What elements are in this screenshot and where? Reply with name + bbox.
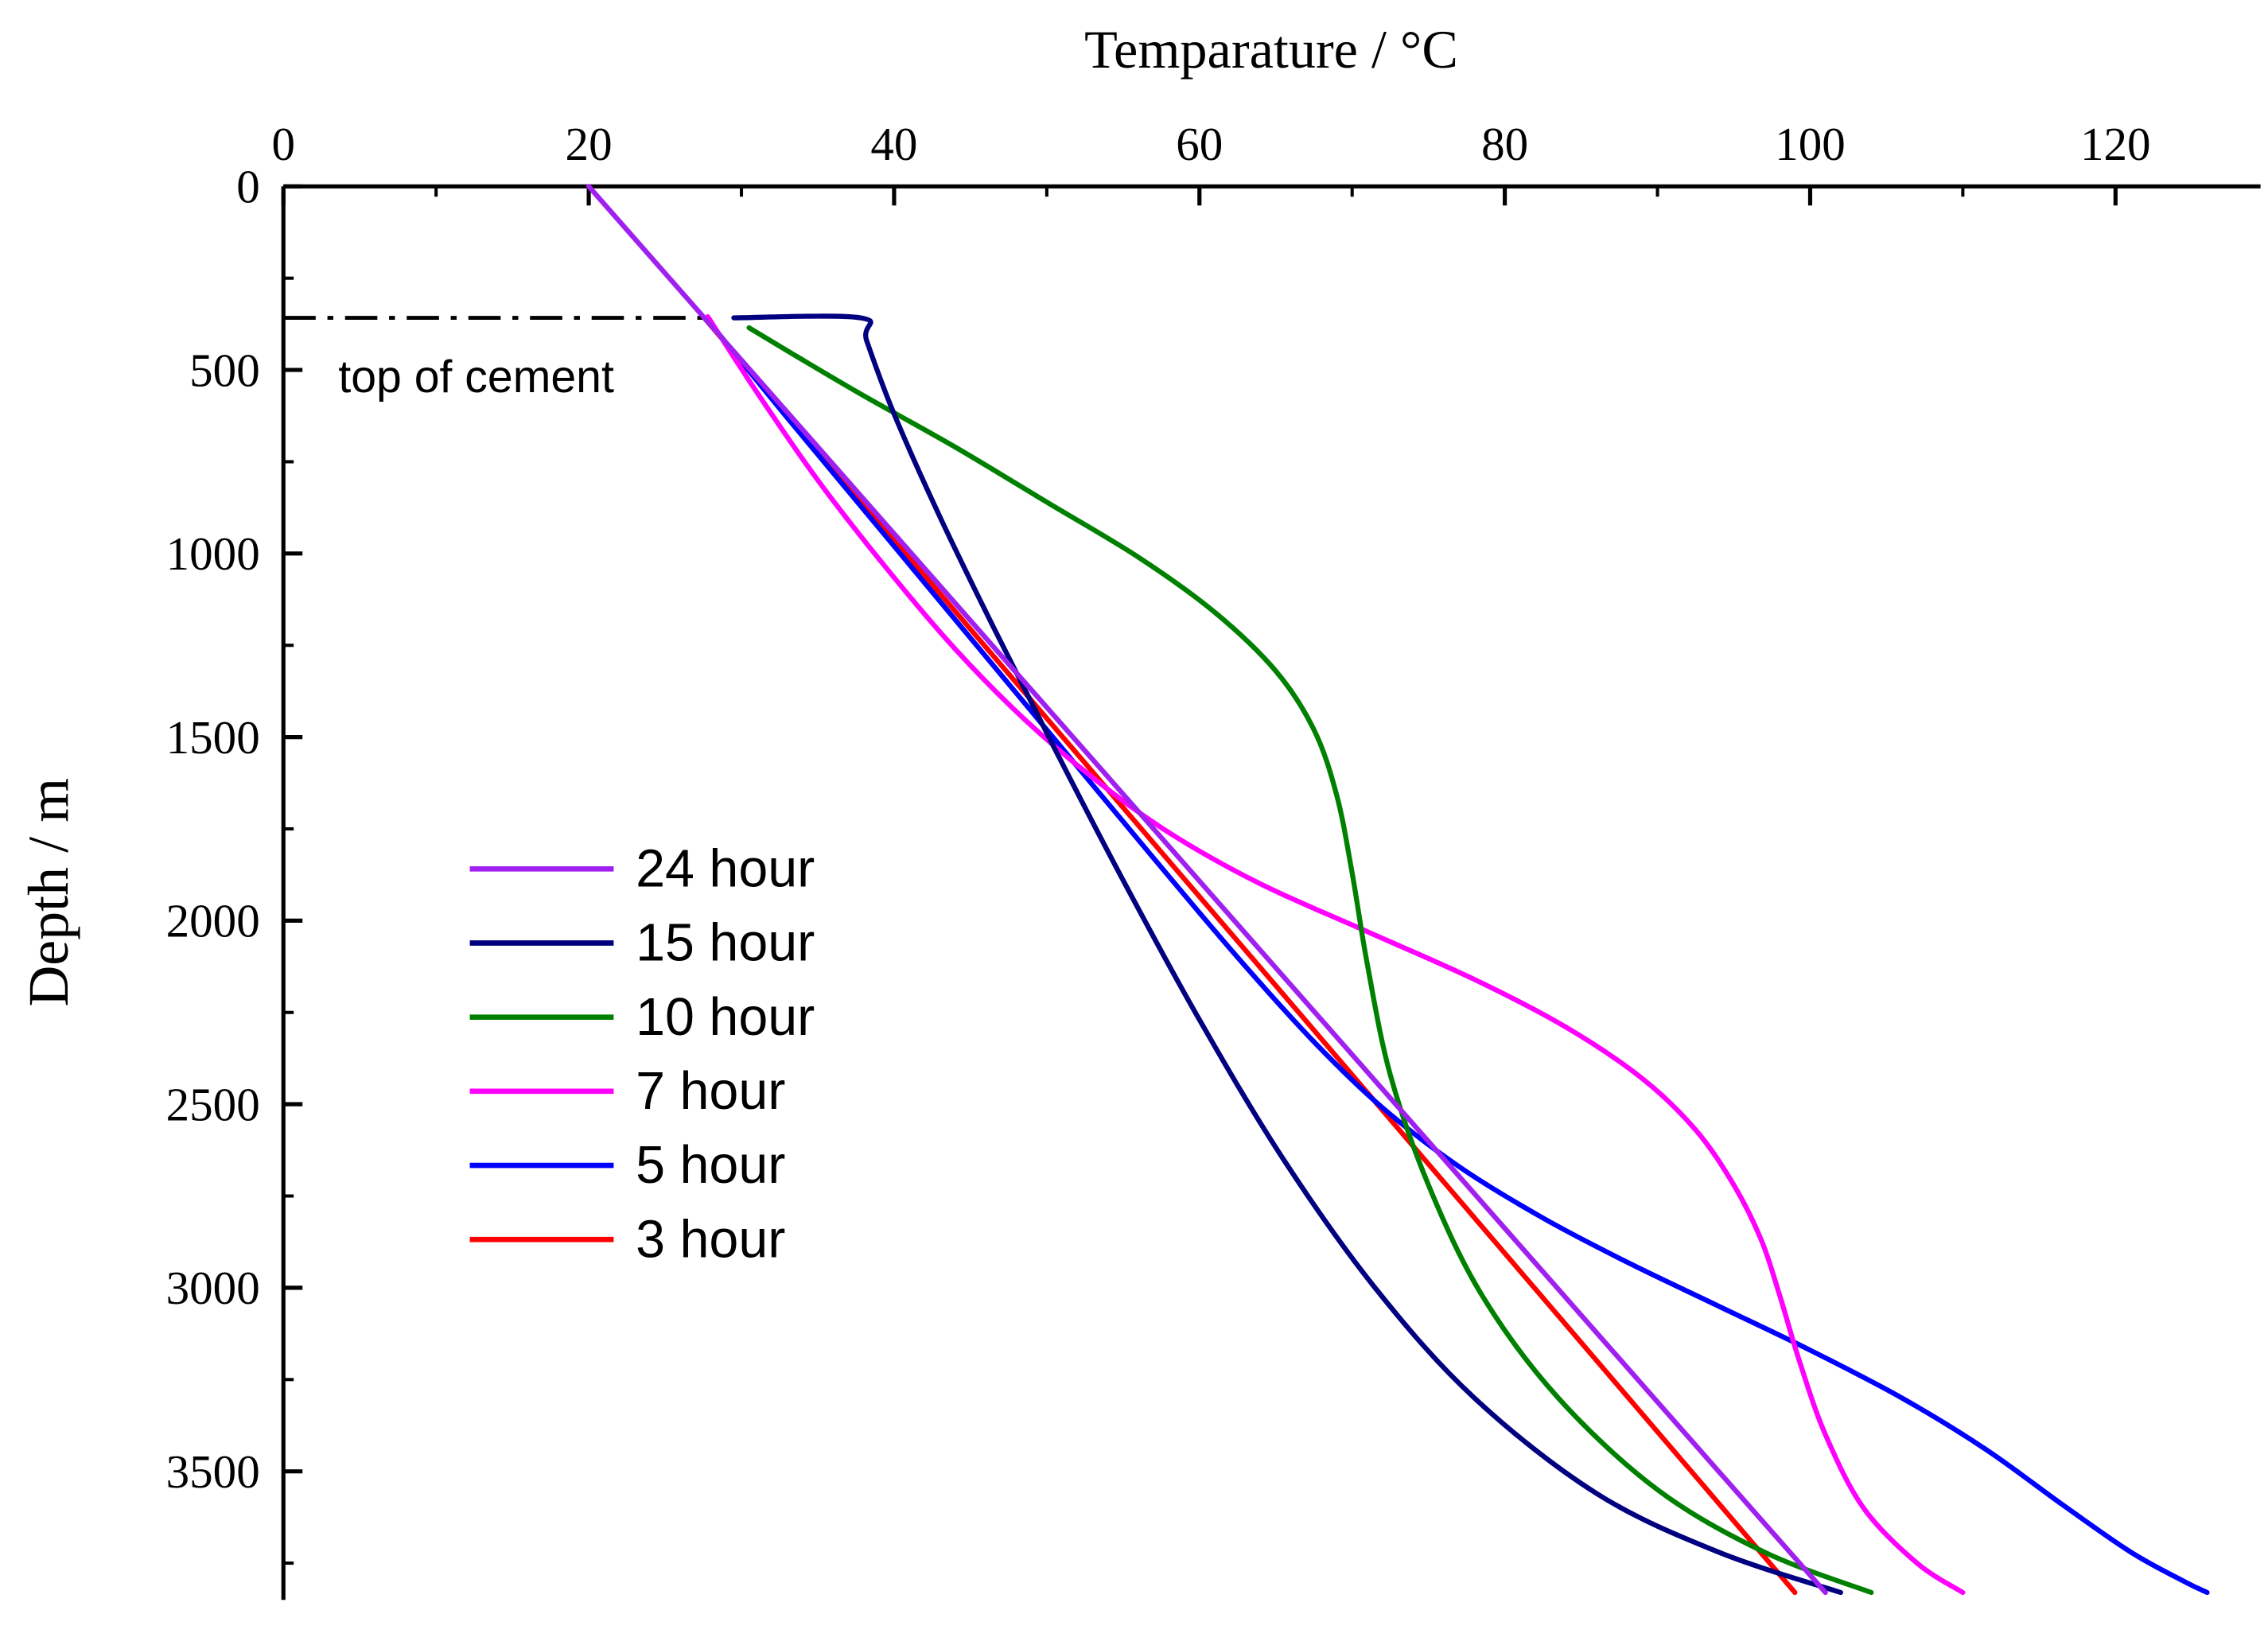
y-axis-title: Depth / m (17, 778, 80, 1007)
x-tick-label: 0 (271, 118, 295, 170)
y-tick-label: 0 (236, 161, 260, 213)
series-line-3-hour (702, 316, 1798, 1596)
y-tick-label: 1000 (166, 527, 260, 580)
y-tick-label: 2000 (166, 895, 260, 947)
y-tick-label: 3500 (166, 1445, 260, 1498)
y-tick-label: 1500 (166, 711, 260, 764)
legend-label: 10 hour (636, 988, 815, 1047)
legend-label: 7 hour (636, 1062, 785, 1121)
x-tick-label: 80 (1481, 118, 1528, 170)
legend-item: 24 hour (469, 839, 815, 898)
axes: 0 20 40 60 80 100 120 0 500 1000 1500 2000 2500 3000 3… (166, 118, 2261, 1600)
legend: 24 hour 15 hour 10 hour 7 hour 5 hour 3 hour (469, 839, 815, 1269)
x-axis-title: Temparature / °C (1084, 19, 1458, 80)
legend-item: 10 hour (469, 988, 815, 1047)
series-line-10-hour (746, 325, 1874, 1596)
x-tick-label: 60 (1176, 118, 1223, 170)
x-tick-label: 20 (566, 118, 613, 170)
legend-item: 7 hour (469, 1062, 785, 1121)
legend-item: 15 hour (469, 914, 815, 973)
x-tick-label: 100 (1775, 118, 1846, 170)
y-tick-label: 3000 (166, 1262, 260, 1314)
series-line-15-hour (731, 313, 1843, 1596)
legend-label: 3 hour (636, 1210, 785, 1269)
top-of-cement-label: top of cement (338, 352, 614, 403)
y-tick-label: 2500 (166, 1078, 260, 1130)
series-line-24-hour (585, 184, 1828, 1596)
top-of-cement-annotation: top of cement (283, 316, 704, 403)
legend-label: 15 hour (636, 914, 815, 973)
x-tick-label: 40 (870, 118, 917, 170)
series-line-7-hour (705, 314, 1966, 1596)
legend-label: 5 hour (636, 1136, 785, 1195)
legend-label: 24 hour (636, 839, 815, 898)
legend-item: 3 hour (469, 1210, 785, 1269)
y-tick-label: 500 (189, 344, 260, 396)
legend-item: 5 hour (469, 1136, 785, 1195)
series-line-5-hour (705, 317, 2210, 1596)
x-tick-label: 120 (2080, 118, 2151, 170)
series-lines (585, 184, 2210, 1596)
